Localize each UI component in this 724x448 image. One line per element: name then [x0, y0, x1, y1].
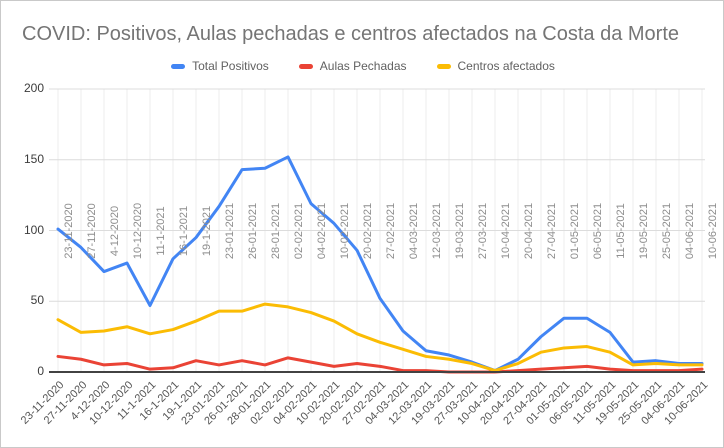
- legend-swatch-aulas-pechadas: [298, 63, 313, 69]
- midband-date-label: 20-02-2021: [362, 202, 374, 260]
- legend-item-centros-afectados[interactable]: Centros afectados: [436, 59, 555, 73]
- y-axis-tick-label: 200: [23, 81, 44, 95]
- midband-date-label: 11-1-2021: [155, 206, 167, 256]
- legend-label-centros-afectados: Centros afectados: [457, 59, 555, 73]
- midband-date-label: 02-02-2021: [293, 202, 305, 260]
- legend-item-aulas-pechadas[interactable]: Aulas Pechadas: [298, 59, 407, 73]
- midband-date-label: 27-11-2020: [86, 203, 98, 259]
- legend-swatch-total-positivos: [171, 63, 186, 69]
- chart-title: COVID: Positivos, Aulas pechadas e centr…: [22, 23, 680, 45]
- midband-date-label: 10-02-2021: [339, 202, 351, 260]
- series-line-total-positivos[interactable]: [56, 155, 704, 373]
- series-line-aulas-pechadas[interactable]: [56, 354, 704, 374]
- midband-date-label: 10-06-2021: [707, 202, 719, 260]
- y-axis-tick-label: 150: [23, 151, 44, 166]
- midband-date-label: 06-05-2021: [592, 202, 604, 260]
- midband-date-label: 27-02-2021: [385, 202, 397, 260]
- midband-date-label: 11-05-2021: [615, 203, 627, 259]
- midband-date-label: 04-06-2021: [684, 202, 696, 260]
- legend-label-aulas-pechadas: Aulas Pechadas: [319, 59, 407, 73]
- midband-date-label: 12-03-2021: [431, 202, 443, 260]
- midband-date-label: 19-05-2021: [638, 202, 650, 260]
- series-line-centros-afectados[interactable]: [56, 302, 704, 373]
- midband-date-label: 10-04-2021: [500, 202, 512, 260]
- midband-date-label: 26-01-2021: [247, 202, 259, 260]
- midband-date-label: 27-04-2021: [546, 202, 558, 260]
- legend-label-total-positivos: Total Positivos: [192, 59, 269, 73]
- legend-swatch-centros-afectados: [436, 63, 451, 69]
- midband-date-label: 19-1-2021: [201, 205, 213, 257]
- midband-date-label: 19-03-2021: [454, 202, 466, 260]
- y-axis-tick-label: 100: [23, 222, 44, 237]
- y-axis-tick-label: 50: [30, 293, 44, 308]
- chart-legend: Total Positivos Aulas Pechadas Centros a…: [1, 59, 723, 73]
- midband-date-label: 16-1-2021: [178, 205, 190, 257]
- midband-date-label: 27-03-2021: [477, 202, 489, 260]
- midband-date-label: 20-04-2021: [523, 202, 535, 260]
- midband-date-label: 04-02-2021: [316, 202, 328, 260]
- y-axis-tick-label: 0: [37, 364, 44, 378]
- legend-item-total-positivos[interactable]: Total Positivos: [171, 59, 269, 73]
- midband-date-label: 23-01-2021: [224, 202, 236, 260]
- midband-date-label: 10-12-2020: [132, 202, 144, 260]
- midband-date-label: 28-01-2021: [270, 202, 282, 260]
- midband-date-label: 04-03-2021: [408, 202, 420, 260]
- midband-date-label: 01-05-2021: [569, 202, 581, 260]
- midband-date-label: 25-05-2021: [661, 202, 673, 260]
- midband-date-label: 4-12-2020: [109, 205, 121, 257]
- midband-date-label: 23-11-2020: [63, 203, 75, 259]
